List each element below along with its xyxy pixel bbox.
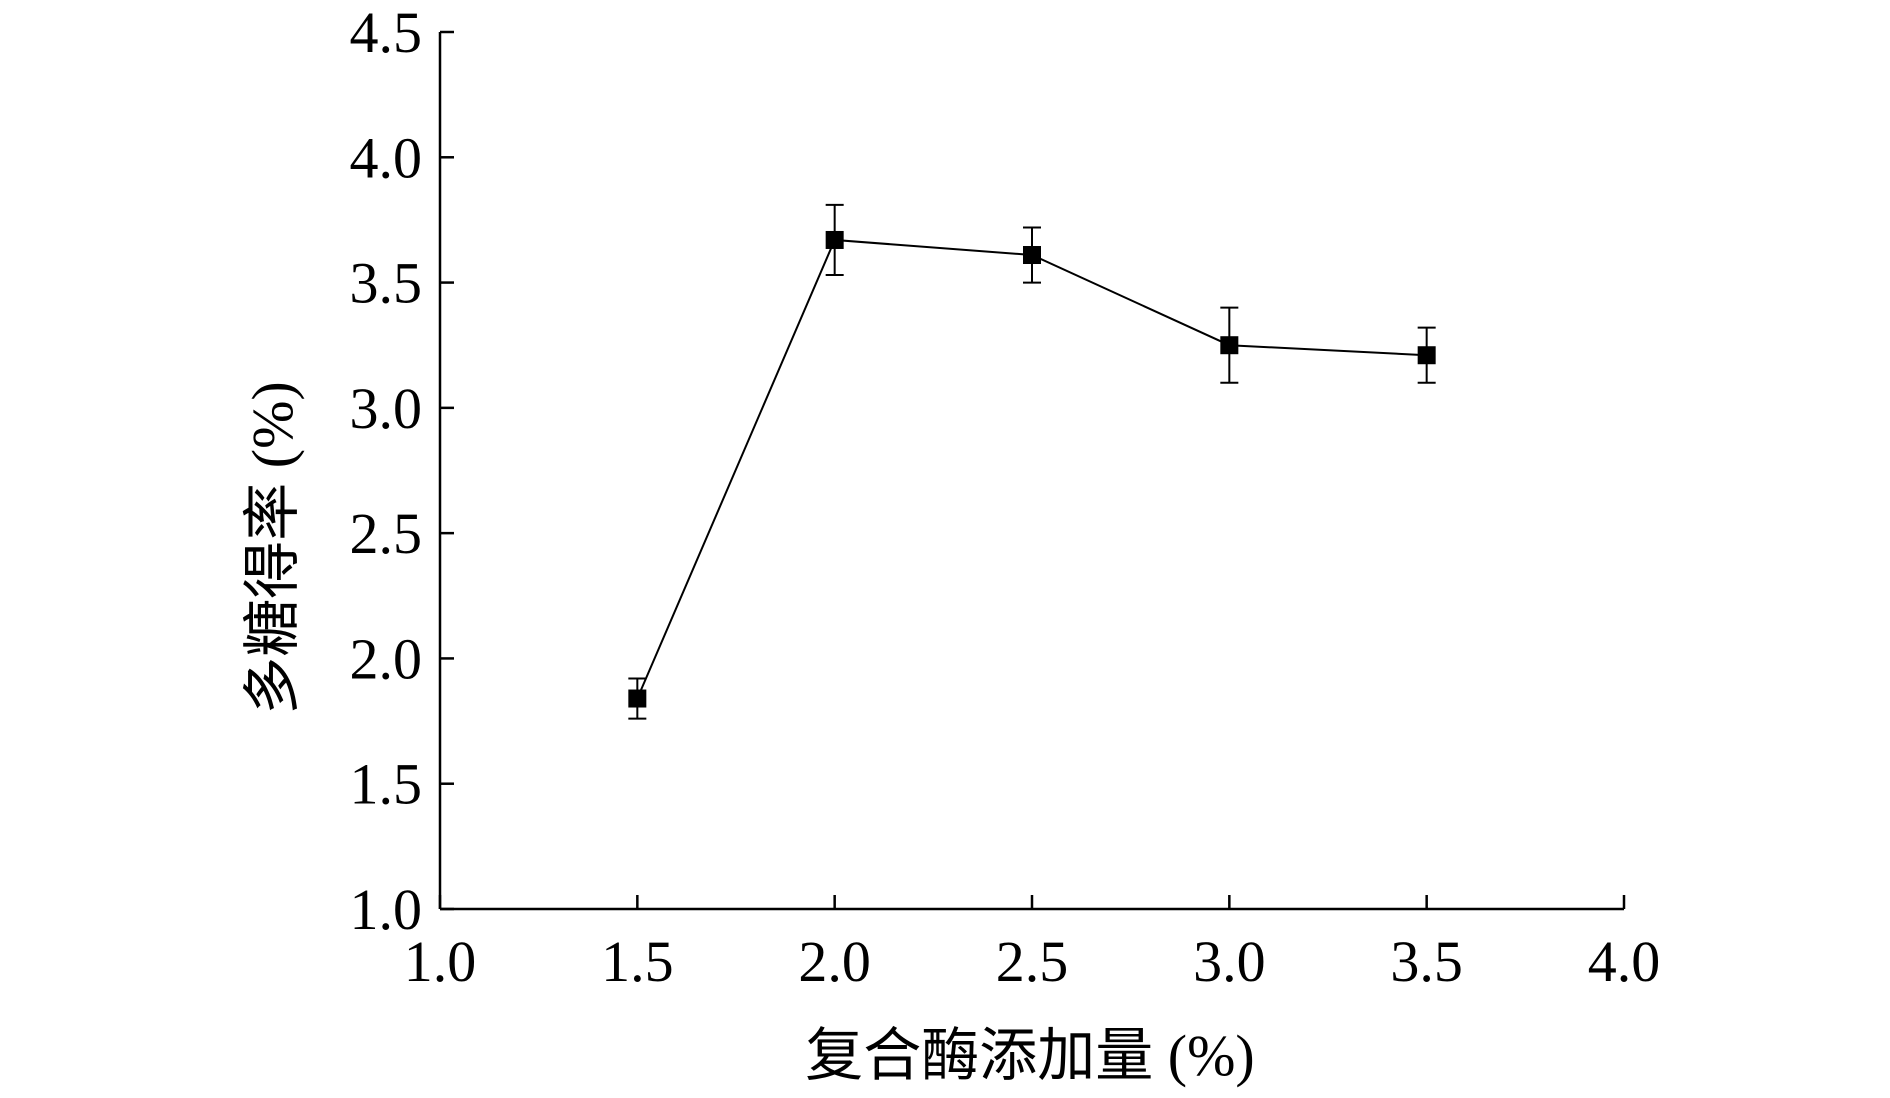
x-tick-label: 4.0 [1588, 929, 1661, 994]
x-tick-label: 2.5 [996, 929, 1069, 994]
series-layer [628, 203, 1436, 720]
y-tick-label: 1.5 [350, 752, 423, 817]
y-tick-label: 2.0 [350, 626, 423, 691]
data-point [628, 689, 647, 708]
x-tick-label: 1.5 [601, 929, 674, 994]
x-tick-label: 3.5 [1390, 929, 1463, 994]
ticks: 1.0 1.5 2.0 2.5 3.0 3.5 4.0 4.5 1.0 1.5 2.0 2.5 3.0 3… [350, 0, 1661, 994]
y-tick-label: 4.0 [350, 125, 423, 190]
y-tick-label: 3.0 [350, 376, 423, 441]
x-axis-label: 复合酶添加量 (%) [805, 1023, 1254, 1088]
x-tick-label: 3.0 [1193, 929, 1266, 994]
data-point [1023, 246, 1041, 265]
y-tick-label: 3.5 [350, 251, 423, 316]
data-point [825, 230, 844, 249]
y-axis-label: 多糖得率 (%) [240, 381, 305, 714]
y-tick-label: 2.5 [350, 501, 423, 566]
series-line [636, 238, 1427, 699]
x-tick-label: 2.0 [798, 929, 871, 994]
y-tick-label: 1.0 [350, 877, 423, 942]
axes [438, 32, 1624, 911]
y-tick-label: 4.5 [350, 0, 423, 65]
x-tick-label: 1.0 [404, 929, 477, 994]
data-point [1220, 336, 1239, 355]
data-point [1417, 346, 1436, 365]
